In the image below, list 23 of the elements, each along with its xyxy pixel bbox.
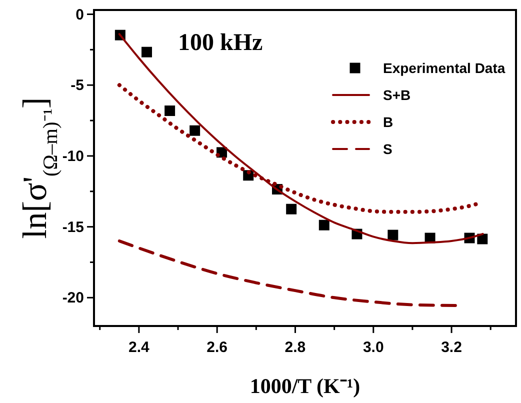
point xyxy=(286,204,297,214)
y-tick-label: -20 xyxy=(62,290,84,307)
text: 100 kHz xyxy=(178,30,264,56)
x-tick-label: 3.0 xyxy=(362,339,384,356)
point xyxy=(164,106,176,116)
point xyxy=(190,125,200,136)
x-tick-label: 2.8 xyxy=(284,339,306,356)
legend-label: S xyxy=(383,141,392,157)
x-axis-title: 1000/T (K⁻¹) xyxy=(250,374,360,398)
y-tick-label: -10 xyxy=(62,148,84,165)
x-tick-label: 2.4 xyxy=(128,339,150,356)
y-tick-label: -5 xyxy=(70,77,84,94)
y-tick-label: 0 xyxy=(76,6,84,24)
y-tick-label: -15 xyxy=(62,218,84,236)
legend-label: Experimental Data xyxy=(383,60,506,76)
point xyxy=(388,230,398,240)
legend-label: S+B xyxy=(383,87,411,103)
x-tick-label: 2.6 xyxy=(206,339,228,356)
point xyxy=(142,46,152,58)
point xyxy=(318,220,330,230)
line-series xyxy=(118,239,457,307)
x-tick-label: 3.2 xyxy=(441,339,462,356)
legend-label: B xyxy=(383,114,394,130)
